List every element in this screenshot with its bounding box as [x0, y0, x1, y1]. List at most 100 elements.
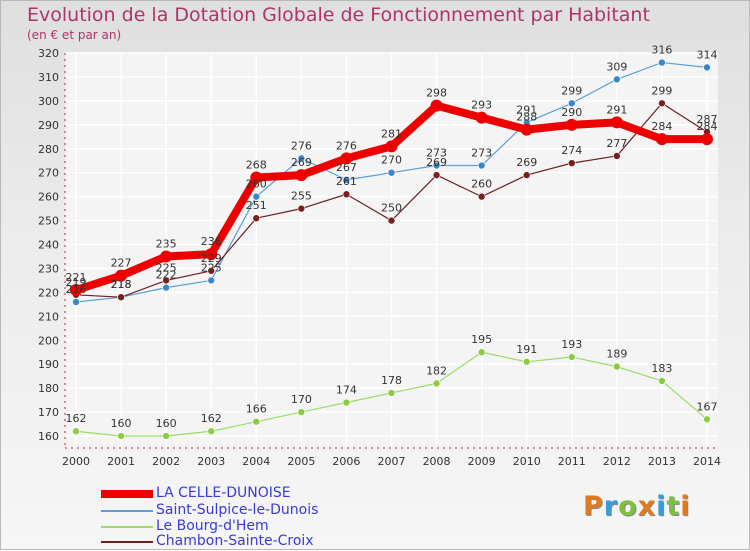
data-point — [385, 140, 398, 153]
data-label: 314 — [697, 48, 718, 61]
data-point — [117, 293, 125, 301]
data-point — [522, 358, 531, 366]
y-tick-label: 270 — [38, 167, 59, 180]
y-tick-label: 290 — [38, 119, 59, 132]
y-tick-label: 180 — [38, 382, 59, 395]
x-tick-label: 2008 — [423, 455, 451, 468]
data-label: 291 — [606, 103, 627, 116]
data-point — [162, 276, 170, 285]
data-label: 191 — [516, 343, 537, 356]
data-point — [477, 161, 486, 170]
data-point — [610, 116, 623, 129]
data-point — [658, 99, 666, 108]
data-label: 229 — [201, 252, 222, 265]
data-point — [162, 432, 170, 440]
chart-subtitle: (en € et par an) — [27, 28, 122, 42]
data-label: 193 — [561, 338, 582, 351]
data-label: 222 — [156, 269, 177, 282]
y-tick-label: 210 — [38, 310, 59, 323]
data-point — [432, 379, 441, 388]
data-label: 269 — [426, 156, 447, 169]
data-point — [207, 267, 216, 275]
data-point — [72, 427, 80, 436]
data-point — [342, 176, 351, 184]
data-point — [477, 348, 486, 357]
data-label: 298 — [426, 87, 447, 100]
data-point — [342, 398, 351, 407]
data-point — [432, 161, 441, 170]
data-label: 160 — [111, 417, 132, 430]
data-label: 235 — [156, 237, 177, 250]
logo-letter: r — [603, 491, 619, 522]
data-label: 268 — [246, 158, 267, 171]
data-label: 290 — [561, 106, 582, 119]
legend-swatch — [101, 490, 153, 498]
data-point — [387, 168, 396, 177]
y-tick-label: 160 — [38, 430, 59, 443]
data-label: 284 — [651, 120, 672, 133]
data-point — [567, 353, 576, 361]
legend-swatch — [101, 526, 153, 528]
data-label: 274 — [561, 144, 582, 157]
data-point — [70, 284, 82, 296]
data-point — [613, 152, 621, 160]
data-point — [205, 248, 218, 261]
data-label: 216 — [66, 283, 87, 296]
y-axis: 160 170 180 190 200 210 220 230 240 250 260 270 280 2… — [38, 47, 66, 448]
data-point — [252, 192, 261, 201]
y-tick-label: 170 — [38, 406, 59, 419]
data-label: 299 — [561, 84, 582, 97]
data-label: 316 — [651, 44, 672, 57]
data-label: 255 — [291, 190, 312, 203]
legend-label: Saint-Sulpice-le-Dunois — [156, 502, 319, 518]
data-label: 225 — [201, 261, 222, 274]
data-label: 269 — [291, 156, 312, 169]
data-label: 267 — [336, 161, 357, 174]
chart-title: Evolution de la Dotation Globale de Fonc… — [27, 4, 650, 26]
data-label: 299 — [651, 84, 672, 97]
y-tick-label: 190 — [38, 358, 59, 371]
data-label: 218 — [111, 278, 132, 291]
data-point — [387, 216, 396, 225]
logo-letter: i — [656, 491, 667, 522]
legend-label: Chambon-Sainte-Croix — [156, 533, 314, 549]
data-label: 225 — [156, 261, 177, 274]
data-label: 260 — [246, 178, 267, 191]
y-tick-label: 300 — [38, 95, 59, 108]
y-tick-label: 220 — [38, 286, 59, 299]
data-point — [703, 415, 711, 424]
data-label: 227 — [111, 257, 132, 270]
data-label: 309 — [606, 60, 627, 73]
data-point — [430, 99, 443, 112]
data-point — [520, 123, 533, 136]
y-tick-label: 310 — [38, 71, 59, 84]
data-point — [342, 190, 351, 199]
data-label: 284 — [697, 120, 718, 133]
data-point — [703, 63, 711, 72]
y-tick-label: 230 — [38, 262, 59, 275]
data-point — [655, 133, 668, 146]
data-label: 195 — [471, 333, 492, 346]
data-label: 288 — [516, 111, 537, 124]
x-tick-label: 2007 — [378, 455, 406, 468]
data-point — [207, 427, 216, 436]
y-tick-label: 280 — [38, 143, 59, 156]
legend-swatch — [101, 510, 153, 512]
data-point — [250, 171, 263, 184]
data-point — [295, 169, 308, 182]
data-label: 174 — [336, 384, 357, 397]
data-point — [72, 298, 80, 306]
data-label: 261 — [336, 175, 357, 188]
data-label: 183 — [651, 362, 672, 375]
logo-letter: t — [666, 491, 681, 522]
data-point — [701, 133, 713, 146]
data-label: 251 — [246, 199, 267, 212]
data-label: 218 — [111, 278, 132, 291]
data-label: 221 — [66, 271, 87, 284]
data-label: 273 — [426, 147, 447, 160]
data-point — [162, 283, 170, 292]
data-label: 219 — [66, 276, 87, 289]
data-point — [297, 154, 306, 163]
